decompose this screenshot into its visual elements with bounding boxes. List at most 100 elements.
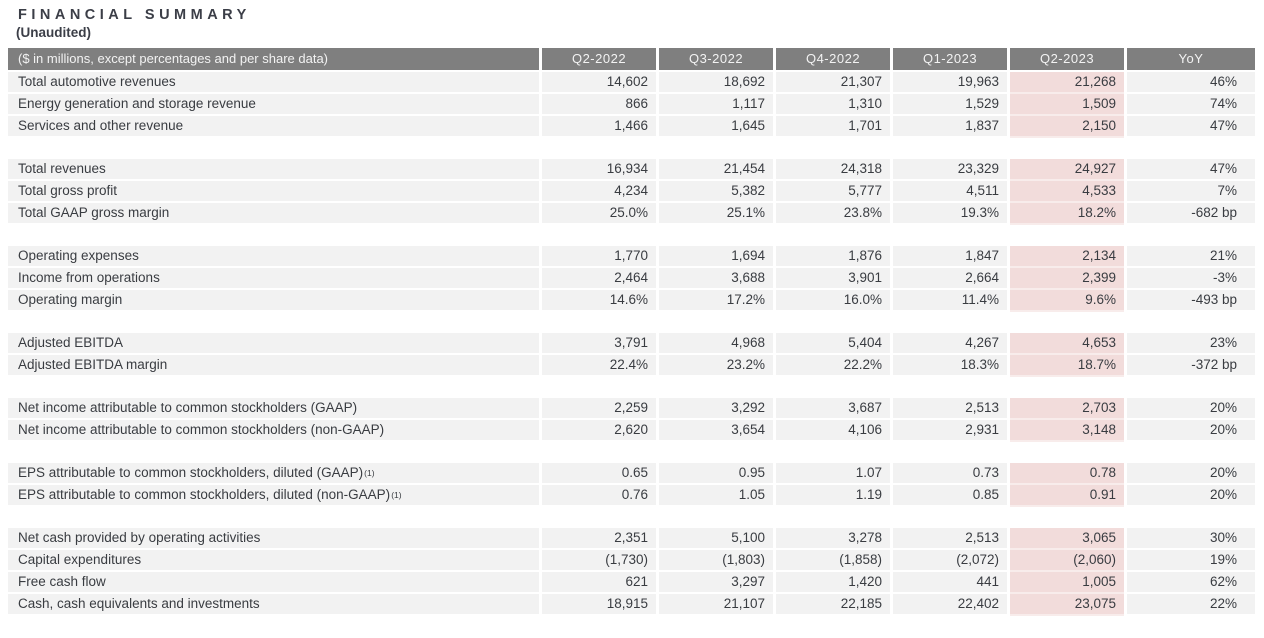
- table-row: Income from operations 2,464 3,688 3,901 2,6…: [8, 267, 1255, 288]
- cell-value: 621: [542, 571, 656, 592]
- cell-value: 24,318: [776, 158, 890, 179]
- cell-value: 866: [542, 93, 656, 114]
- cell-yoy: -372 bp: [1127, 354, 1255, 375]
- cell-yoy: -682 bp: [1127, 202, 1255, 223]
- cell-value: 1,005: [1010, 571, 1124, 592]
- financial-summary-page: FINANCIAL SUMMARY (Unaudited) ($ in mill…: [8, 7, 1255, 614]
- cell-yoy: 20%: [1127, 484, 1255, 505]
- column-header-q2-2022: Q2-2022: [542, 47, 656, 70]
- row-label: Capital expenditures: [8, 549, 539, 570]
- cell-value: 3,687: [776, 397, 890, 418]
- cell-value: 3,297: [659, 571, 773, 592]
- cell-value: 1,837: [893, 115, 1007, 136]
- table-row: EPS attributable to common stockholders,…: [8, 484, 1255, 505]
- cell-value: 0.78: [1010, 462, 1124, 483]
- cell-value: 1.07: [776, 462, 890, 483]
- cell-value: 2,620: [542, 419, 656, 440]
- cell-value: (1,730): [542, 549, 656, 570]
- table-row: Capital expenditures (1,730) (1,803) (1,858…: [8, 549, 1255, 570]
- table-row: Operating expenses 1,770 1,694 1,876 1,847 2,…: [8, 245, 1255, 266]
- cell-value: 0.73: [893, 462, 1007, 483]
- table-row: Cash, cash equivalents and investments 18…: [8, 593, 1255, 614]
- table-row: Adjusted EBITDA margin 22.4% 23.2% 22.2% 18.…: [8, 354, 1255, 375]
- cell-value: 1,117: [659, 93, 773, 114]
- cell-value: 1,694: [659, 245, 773, 266]
- cell-value: 23.2%: [659, 354, 773, 375]
- cell-value: (2,060): [1010, 549, 1124, 570]
- cell-value: 3,278: [776, 527, 890, 548]
- cell-value: 4,511: [893, 180, 1007, 201]
- row-label: Energy generation and storage revenue: [8, 93, 539, 114]
- cell-yoy: 46%: [1127, 71, 1255, 92]
- cell-value: 3,791: [542, 332, 656, 353]
- cell-value: 2,150: [1010, 115, 1124, 136]
- row-label: Services and other revenue: [8, 115, 539, 136]
- cell-value: 23,075: [1010, 593, 1124, 614]
- cell-yoy: 74%: [1127, 93, 1255, 114]
- cell-value: 16.0%: [776, 289, 890, 310]
- cell-yoy: -3%: [1127, 267, 1255, 288]
- row-group: Total revenues 16,934 21,454 24,318 23,329 24…: [8, 158, 1255, 223]
- cell-value: (1,858): [776, 549, 890, 570]
- row-group: Adjusted EBITDA 3,791 4,968 5,404 4,267 4,653…: [8, 332, 1255, 375]
- cell-yoy: 20%: [1127, 462, 1255, 483]
- table-row: Energy generation and storage revenue 866…: [8, 93, 1255, 114]
- cell-value: 18.2%: [1010, 202, 1124, 223]
- table-row: Adjusted EBITDA 3,791 4,968 5,404 4,267 4,653…: [8, 332, 1255, 353]
- row-label: Adjusted EBITDA margin: [8, 354, 539, 375]
- cell-value: 9.6%: [1010, 289, 1124, 310]
- cell-value: 25.1%: [659, 202, 773, 223]
- cell-value: 1,420: [776, 571, 890, 592]
- table-row: Net income attributable to common stockh…: [8, 397, 1255, 418]
- row-label: Adjusted EBITDA: [8, 332, 539, 353]
- cell-value: 18.7%: [1010, 354, 1124, 375]
- cell-value: 5,382: [659, 180, 773, 201]
- column-header-q3-2022: Q3-2022: [659, 47, 773, 70]
- cell-value: (2,072): [893, 549, 1007, 570]
- table-row: Total GAAP gross margin 25.0% 25.1% 23.8% 19…: [8, 202, 1255, 223]
- cell-value: 1.05: [659, 484, 773, 505]
- cell-value: 22.2%: [776, 354, 890, 375]
- cell-value: 4,533: [1010, 180, 1124, 201]
- row-group: Net cash provided by operating activitie…: [8, 527, 1255, 614]
- cell-value: 22.4%: [542, 354, 656, 375]
- cell-value: 3,901: [776, 267, 890, 288]
- cell-yoy: 21%: [1127, 245, 1255, 266]
- cell-value: 1,509: [1010, 93, 1124, 114]
- column-header-q4-2022: Q4-2022: [776, 47, 890, 70]
- cell-value: 19.3%: [893, 202, 1007, 223]
- row-label: EPS attributable to common stockholders,…: [8, 484, 539, 505]
- row-label: EPS attributable to common stockholders,…: [8, 462, 539, 483]
- table-row: Operating margin 14.6% 17.2% 16.0% 11.4% 9.6%…: [8, 289, 1255, 310]
- table-header-row: ($ in millions, except percentages and p…: [8, 47, 1255, 70]
- cell-value: 4,968: [659, 332, 773, 353]
- cell-value: 3,654: [659, 419, 773, 440]
- cell-value: 22,402: [893, 593, 1007, 614]
- cell-value: 2,931: [893, 419, 1007, 440]
- cell-value: 0.65: [542, 462, 656, 483]
- cell-value: 2,134: [1010, 245, 1124, 266]
- table-row: Free cash flow 621 3,297 1,420 441 1,005 62%: [8, 571, 1255, 592]
- cell-value: 2,513: [893, 527, 1007, 548]
- cell-value: 1,310: [776, 93, 890, 114]
- cell-value: 5,404: [776, 332, 890, 353]
- cell-yoy: -493 bp: [1127, 289, 1255, 310]
- cell-value: 5,100: [659, 527, 773, 548]
- cell-yoy: 20%: [1127, 419, 1255, 440]
- table-row: Total revenues 16,934 21,454 24,318 23,329 24…: [8, 158, 1255, 179]
- table-header-caption: ($ in millions, except percentages and p…: [8, 47, 539, 70]
- cell-value: 1,645: [659, 115, 773, 136]
- row-label: Total gross profit: [8, 180, 539, 201]
- cell-value: 21,107: [659, 593, 773, 614]
- cell-value: 18,915: [542, 593, 656, 614]
- row-group: Net income attributable to common stockh…: [8, 397, 1255, 440]
- cell-yoy: 22%: [1127, 593, 1255, 614]
- cell-value: 14.6%: [542, 289, 656, 310]
- cell-value: 0.91: [1010, 484, 1124, 505]
- cell-value: 0.76: [542, 484, 656, 505]
- table-body: Total automotive revenues 14,602 18,692 21,…: [8, 71, 1255, 614]
- row-label: Free cash flow: [8, 571, 539, 592]
- row-label: Total GAAP gross margin: [8, 202, 539, 223]
- cell-yoy: 47%: [1127, 115, 1255, 136]
- cell-value: 11.4%: [893, 289, 1007, 310]
